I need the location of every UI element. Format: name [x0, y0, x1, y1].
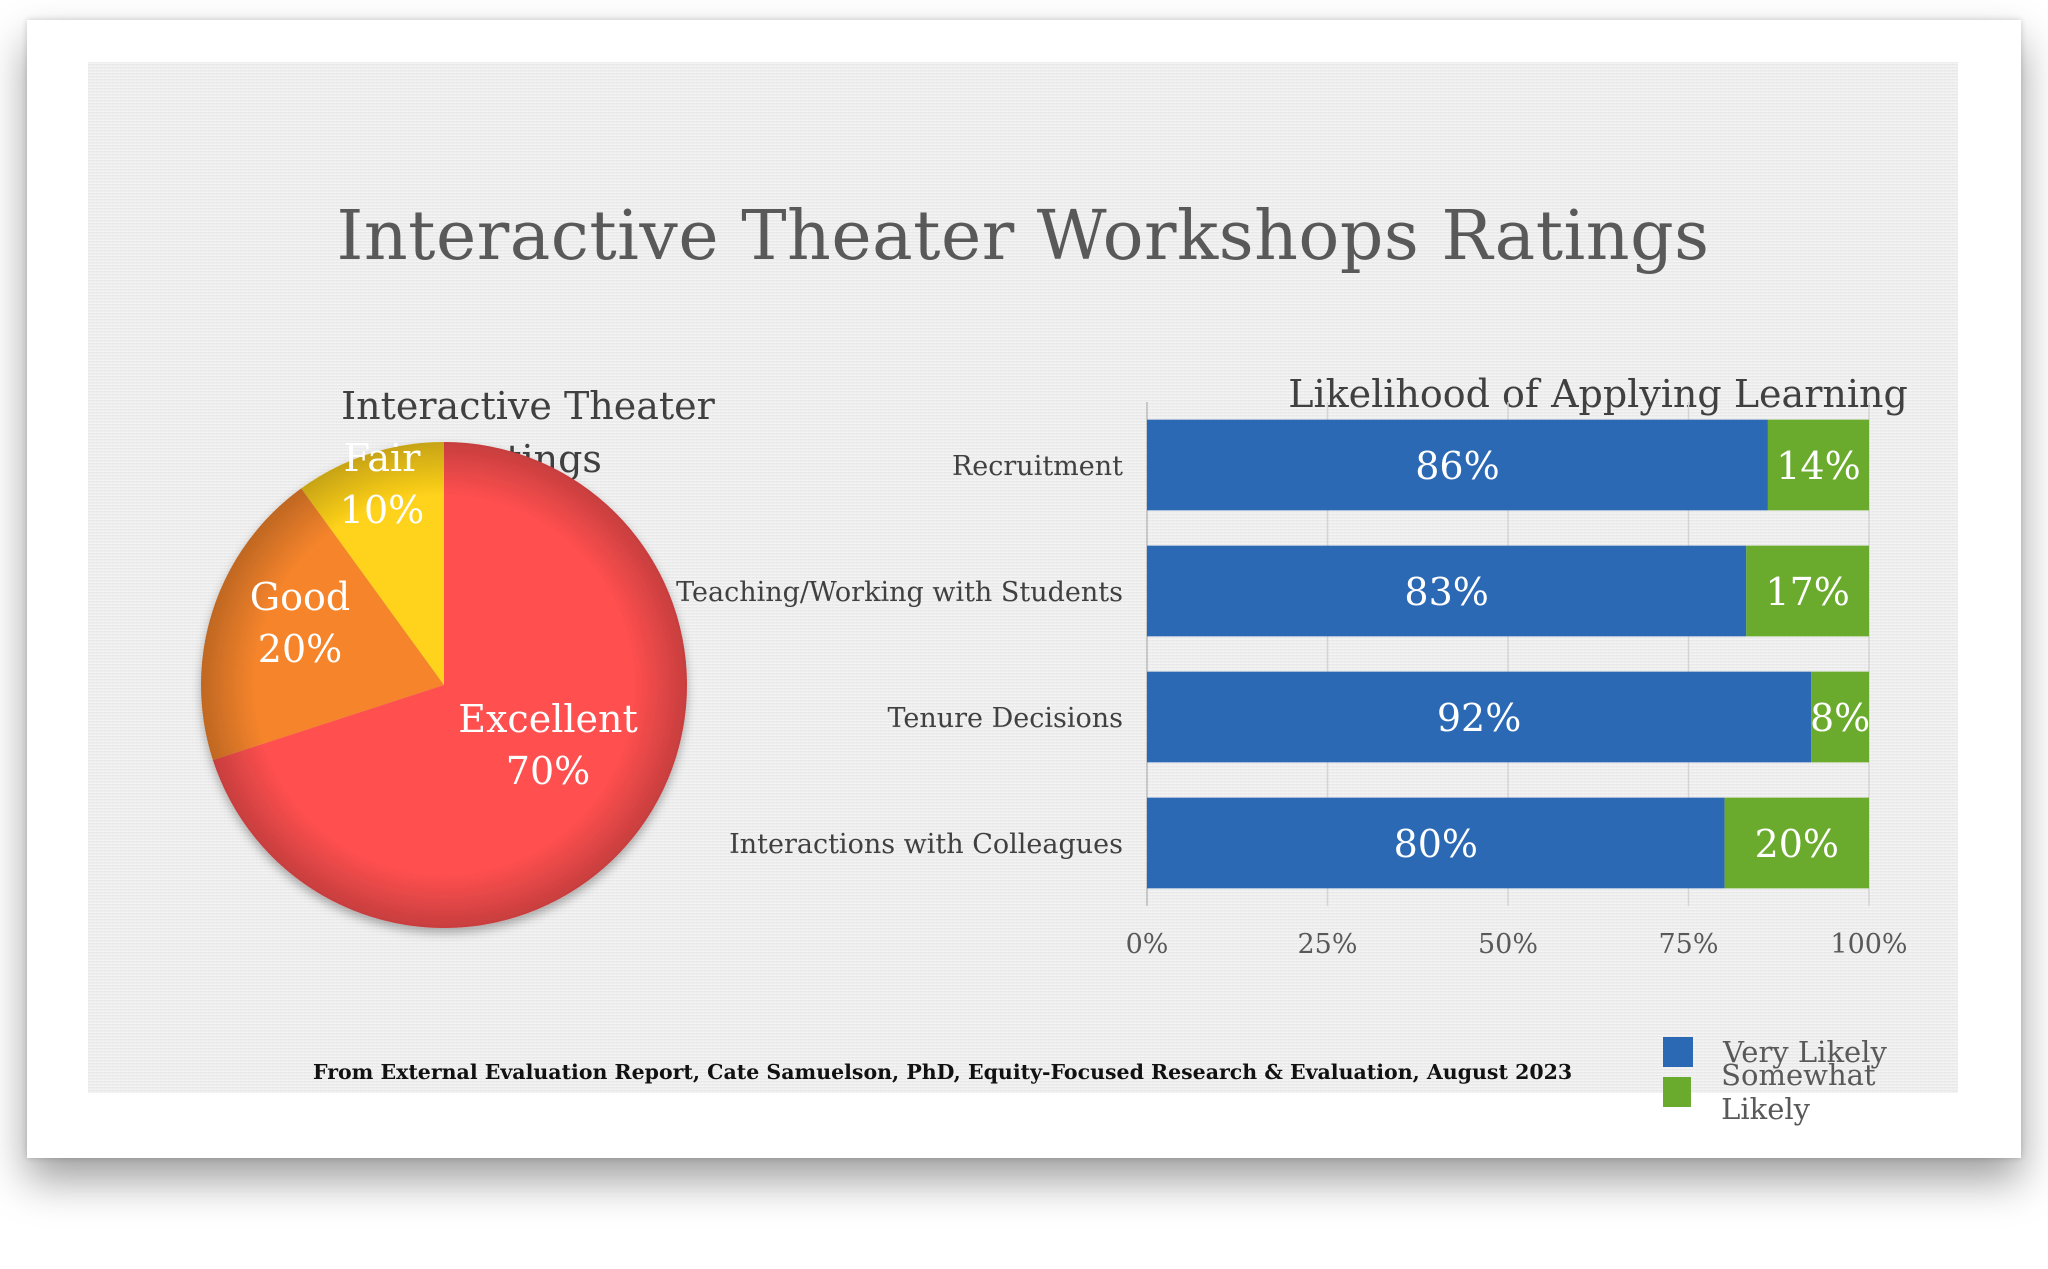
x-tick-label: 75% — [1658, 929, 1718, 960]
legend-label-somewhat-likely: Somewhat Likely — [1721, 1058, 1876, 1126]
slide: Interactive Theater Workshops Ratings In… — [88, 62, 1958, 1126]
pie-value-label-excellent: 70% — [506, 749, 590, 793]
bar-somewhat-likely-interactions-with-colleagues — [1724, 797, 1869, 889]
bar-chart: 0% 25% 50% 75% 100% Recruitment 86% 14% Teaching… — [676, 402, 1908, 960]
data-label-very-likely-teaching-working-with-students: 83% — [1404, 570, 1488, 614]
pie-value-label-good: 20% — [258, 627, 342, 671]
bar-very-likely-recruitment — [1147, 419, 1768, 511]
pie-shading — [201, 442, 687, 928]
legend-item-very-likely: Very Likely — [1663, 1032, 1958, 1072]
data-label-very-likely-recruitment: 86% — [1415, 444, 1499, 488]
legend-swatch-somewhat-likely — [1663, 1077, 1692, 1107]
data-label-somewhat-likely-recruitment: 14% — [1776, 444, 1860, 488]
x-tick-label: 0% — [1126, 929, 1169, 960]
data-label-very-likely-tenure-decisions: 92% — [1437, 696, 1521, 740]
data-label-somewhat-likely-tenure-decisions: 8% — [1810, 696, 1870, 740]
bar-somewhat-likely-teaching-working-with-students — [1746, 545, 1869, 637]
pie-value-label-fair: 10% — [340, 488, 424, 532]
bar-chart-legend: Very Likely Somewhat Likely — [1663, 1032, 1958, 1126]
pie-category-label-fair: Fair — [344, 436, 422, 480]
pie-labels: Excellent 70% Good 20% Fair 10% — [250, 436, 638, 793]
x-tick-label: 25% — [1297, 929, 1357, 960]
pie-category-label-good: Good — [250, 575, 350, 619]
category-label-interactions-with-colleagues: Interactions with Colleagues — [729, 829, 1123, 860]
data-label-somewhat-likely-interactions-with-colleagues: 20% — [1755, 822, 1839, 866]
x-tick-label: 100% — [1830, 929, 1907, 960]
legend-item-somewhat-likely: Somewhat Likely — [1663, 1058, 1958, 1126]
bar-very-likely-teaching-working-with-students — [1147, 545, 1747, 637]
data-label-very-likely-interactions-with-colleagues: 80% — [1394, 822, 1478, 866]
category-label-recruitment: Recruitment — [952, 451, 1123, 482]
category-label-tenure-decisions: Tenure Decisions — [887, 703, 1123, 734]
main-title: Interactive Theater Workshops Ratings — [336, 197, 1710, 276]
bar-very-likely-tenure-decisions — [1147, 671, 1812, 763]
legend-swatch-very-likely — [1663, 1037, 1693, 1067]
data-label-somewhat-likely-teaching-working-with-students: 17% — [1765, 570, 1849, 614]
source-citation: From External Evaluation Report, Cate Sa… — [313, 1060, 1573, 1084]
legend-label-very-likely: Very Likely — [1723, 1035, 1887, 1069]
bar-somewhat-likely-tenure-decisions — [1811, 671, 1869, 763]
pie-chart — [201, 442, 687, 928]
bar-somewhat-likely-recruitment — [1767, 419, 1869, 511]
x-tick-label: 50% — [1478, 929, 1538, 960]
category-label-teaching-working-with-students: Teaching/Working with Students — [676, 577, 1123, 608]
bar-very-likely-interactions-with-colleagues — [1147, 797, 1725, 889]
charts-canvas: 0% 25% 50% 75% 100% Recruitment 86% 14% Teaching… — [201, 402, 1908, 960]
pie-category-label-excellent: Excellent — [458, 697, 637, 741]
bar-chart-title: Likelihood of Applying Learning — [1288, 372, 1908, 416]
